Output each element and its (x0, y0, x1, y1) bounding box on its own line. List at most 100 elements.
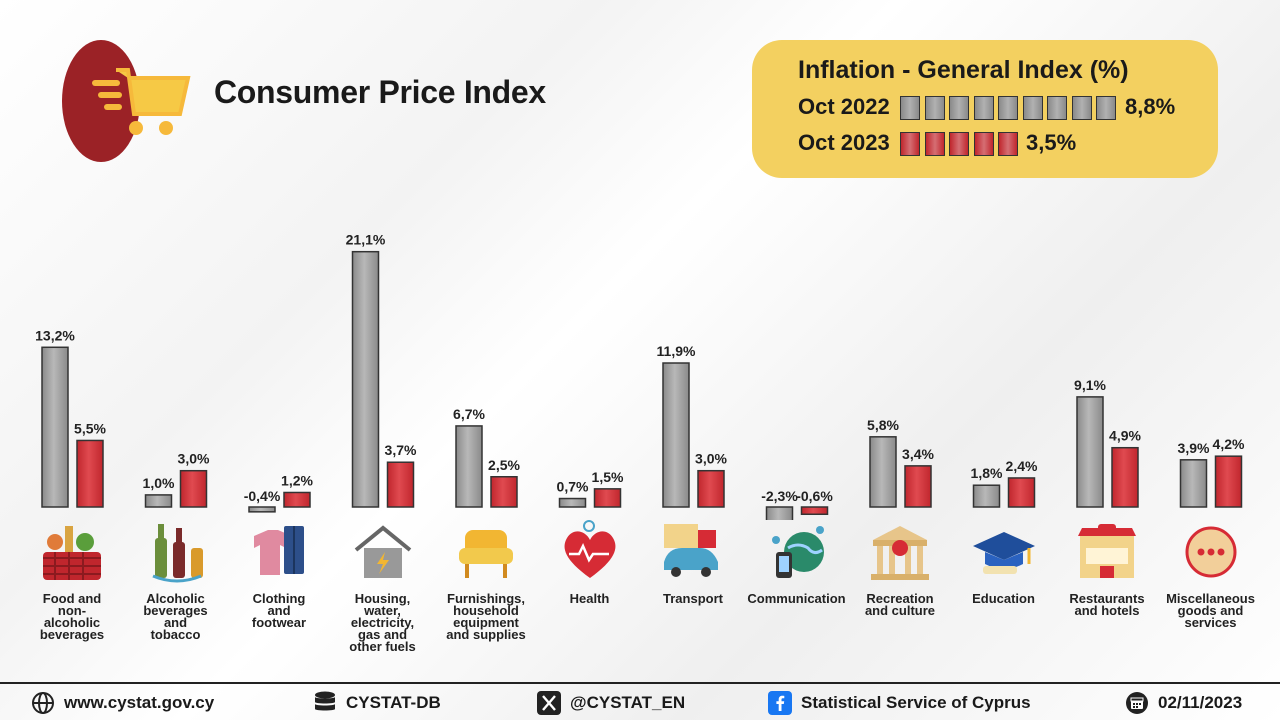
category-label: Food and non-alcoholic beverages (39, 591, 105, 642)
category-label: Health (569, 591, 610, 606)
cpi-bar-chart: 13,2%5,5%1,0%3,0%-0,4%1,2%21,1%3,7%6,7%2… (35, 232, 1245, 520)
bar-2022 (455, 425, 483, 508)
inflation-block (973, 132, 994, 156)
bar-2022 (248, 506, 276, 513)
bar-2022 (558, 497, 587, 508)
bar-2023 (76, 439, 104, 508)
category-label: Restaurants and hotels (1069, 591, 1145, 618)
inflation-row-label-2022: Oct 2022 (798, 94, 890, 119)
globe-phone-icon (762, 518, 832, 588)
bar-2023 (593, 488, 622, 508)
bar-2022 (351, 250, 380, 508)
logo-circle (62, 40, 140, 162)
vehicles-icon (658, 518, 728, 588)
data-label: 3,7% (385, 442, 417, 458)
bar-2022 (972, 484, 1001, 508)
data-label: 1,2% (281, 472, 313, 488)
data-label: 1,8% (971, 465, 1003, 481)
footer-date: 02/11/2023 (1124, 690, 1242, 716)
inflation-block (1071, 96, 1092, 120)
footer-database-text: CYSTAT-DB (346, 693, 441, 712)
bar-2023 (1111, 446, 1139, 508)
data-label: 5,5% (74, 420, 106, 436)
restaurant-icon (1072, 518, 1142, 588)
inflation-block (924, 132, 945, 156)
inflation-block (998, 96, 1018, 120)
category-label: Recreation and culture (864, 591, 936, 618)
clothing-icon (244, 518, 314, 588)
inflation-value-2022: 8,8% (1125, 94, 1176, 119)
inflation-block (949, 96, 969, 120)
graduation-cap-icon (969, 518, 1039, 588)
shopping-cart-icon (92, 68, 191, 135)
inflation-summary-box: Inflation - General Index (%) Oct 2022 8… (752, 40, 1218, 178)
category-label: Communication (747, 591, 846, 606)
category-label: Alcoholic beverages and tobacco (143, 591, 208, 642)
inflation-block (900, 96, 920, 120)
bar-2023 (697, 469, 725, 508)
bar-2023 (386, 461, 415, 508)
x-logo-icon (536, 690, 562, 716)
house-icon (348, 518, 418, 588)
database-icon (312, 690, 338, 716)
data-label: 1,5% (592, 469, 624, 485)
globe-icon (30, 690, 56, 716)
category-label: Clothing and footwear (251, 591, 307, 630)
bar-2022 (662, 362, 690, 508)
dots-icon (1176, 518, 1246, 588)
basket-icon (37, 518, 107, 588)
bar-2022 (41, 346, 69, 508)
data-label: 21,1% (346, 232, 386, 248)
bar-2022 (1179, 459, 1208, 508)
data-label: 3,0% (178, 451, 210, 467)
category-label: Furnishings, household equipment and suppli… (446, 591, 526, 642)
data-label: 5,8% (867, 417, 899, 433)
data-label: 2,4% (1006, 458, 1038, 474)
data-label: 3,9% (1178, 440, 1210, 456)
heart-icon (555, 518, 625, 588)
footer-database[interactable]: CYSTAT-DB (312, 690, 441, 716)
footer-date-text: 02/11/2023 (1158, 693, 1243, 712)
data-label: 3,4% (902, 446, 934, 462)
footer-twitter-text: @CYSTAT_EN (570, 693, 686, 712)
bar-2023 (1214, 455, 1243, 508)
data-label: -0,6% (796, 488, 833, 504)
data-label: 6,7% (453, 406, 485, 422)
footer-twitter[interactable]: @CYSTAT_EN (536, 690, 685, 716)
inflation-row-label-2023: Oct 2023 (798, 130, 890, 155)
footer-facebook-text: Statistical Service of Cyprus (801, 693, 1031, 712)
bar-2023 (800, 506, 829, 516)
footer-facebook[interactable]: Statistical Service of Cyprus (767, 690, 1031, 716)
calendar-icon (1124, 690, 1150, 716)
bar-2022 (869, 436, 897, 508)
inflation-block (949, 132, 969, 156)
category-label: Transport (663, 591, 723, 606)
bar-2023 (179, 469, 208, 508)
category-label: Education (972, 591, 1035, 606)
inflation-block (1096, 96, 1116, 120)
inflation-block (998, 132, 1018, 156)
data-label: 2,5% (488, 457, 520, 473)
category-label: Miscellaneous goods and services (1166, 591, 1255, 630)
bar-2022 (765, 506, 794, 520)
bar-2023 (1007, 477, 1036, 508)
armchair-icon (451, 518, 521, 588)
page-title: Consumer Price Index (214, 74, 546, 110)
footer-website[interactable]: www.cystat.gov.cy (30, 690, 214, 716)
data-label: 0,7% (557, 479, 589, 495)
inflation-block (924, 96, 945, 120)
data-label: 3,0% (695, 451, 727, 467)
bar-2023 (904, 465, 932, 508)
inflation-block (1022, 96, 1043, 120)
data-label: 4,2% (1213, 436, 1245, 452)
inflation-block (973, 96, 994, 120)
inflation-block (900, 132, 920, 156)
theatre-icon (865, 518, 935, 588)
data-label: 13,2% (35, 327, 75, 343)
category-label: Housing, water, electricity, gas and other f… (349, 591, 416, 654)
data-label: -2,3% (761, 488, 798, 504)
facebook-icon (767, 690, 793, 716)
data-label: 1,0% (143, 475, 175, 491)
footer-divider (0, 682, 1280, 684)
data-label: 11,9% (657, 343, 696, 359)
